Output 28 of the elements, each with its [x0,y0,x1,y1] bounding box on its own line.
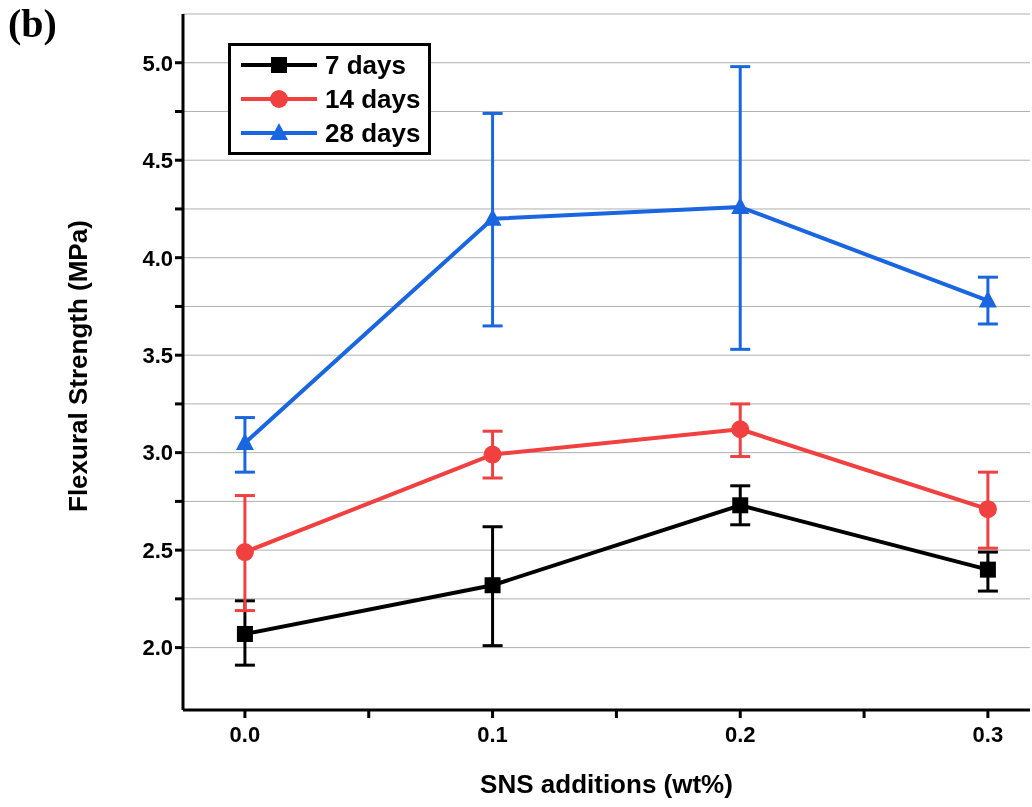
point [978,500,997,519]
legend-label: 7 days [325,49,406,81]
y-tick-label: 3.5 [142,342,173,368]
y-tick-label: 4.5 [142,148,173,174]
point [483,445,502,464]
point [731,197,750,215]
y-tick-label: 2.5 [142,537,173,563]
x-tick-label: 0.2 [724,721,756,747]
y-tick-label: 5.0 [142,50,173,76]
point [731,420,750,439]
point [732,497,749,514]
legend-label: 28 days [325,117,421,149]
point [979,561,996,578]
y-tick-label: 2.0 [142,635,173,661]
point [484,577,501,594]
x-tick-label: 0.1 [477,721,508,747]
x-tick-label: 0.0 [229,721,261,747]
legend-label: 14 days [325,83,421,115]
y-tick-label: 3.0 [142,440,173,466]
text: (b) [8,0,57,47]
x-tick-label: 0.3 [972,721,1004,747]
point [236,625,253,642]
point [483,208,502,226]
point [235,543,254,562]
y-tick-label: 4.0 [142,245,173,271]
x-axis-title: SNS additions (wt%) [480,769,733,799]
y-axis-title: Flexural Strength (MPa) [63,220,94,512]
point [978,290,997,308]
